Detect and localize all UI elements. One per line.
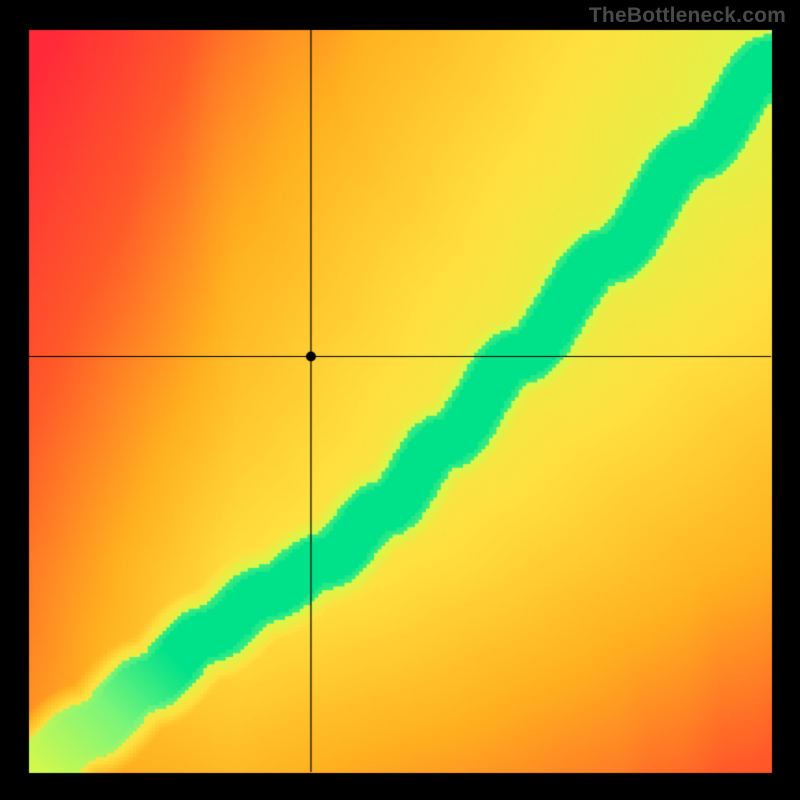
bottleneck-heatmap xyxy=(0,0,800,800)
figure-root: TheBottleneck.com xyxy=(0,0,800,800)
watermark-text: TheBottleneck.com xyxy=(589,4,786,28)
